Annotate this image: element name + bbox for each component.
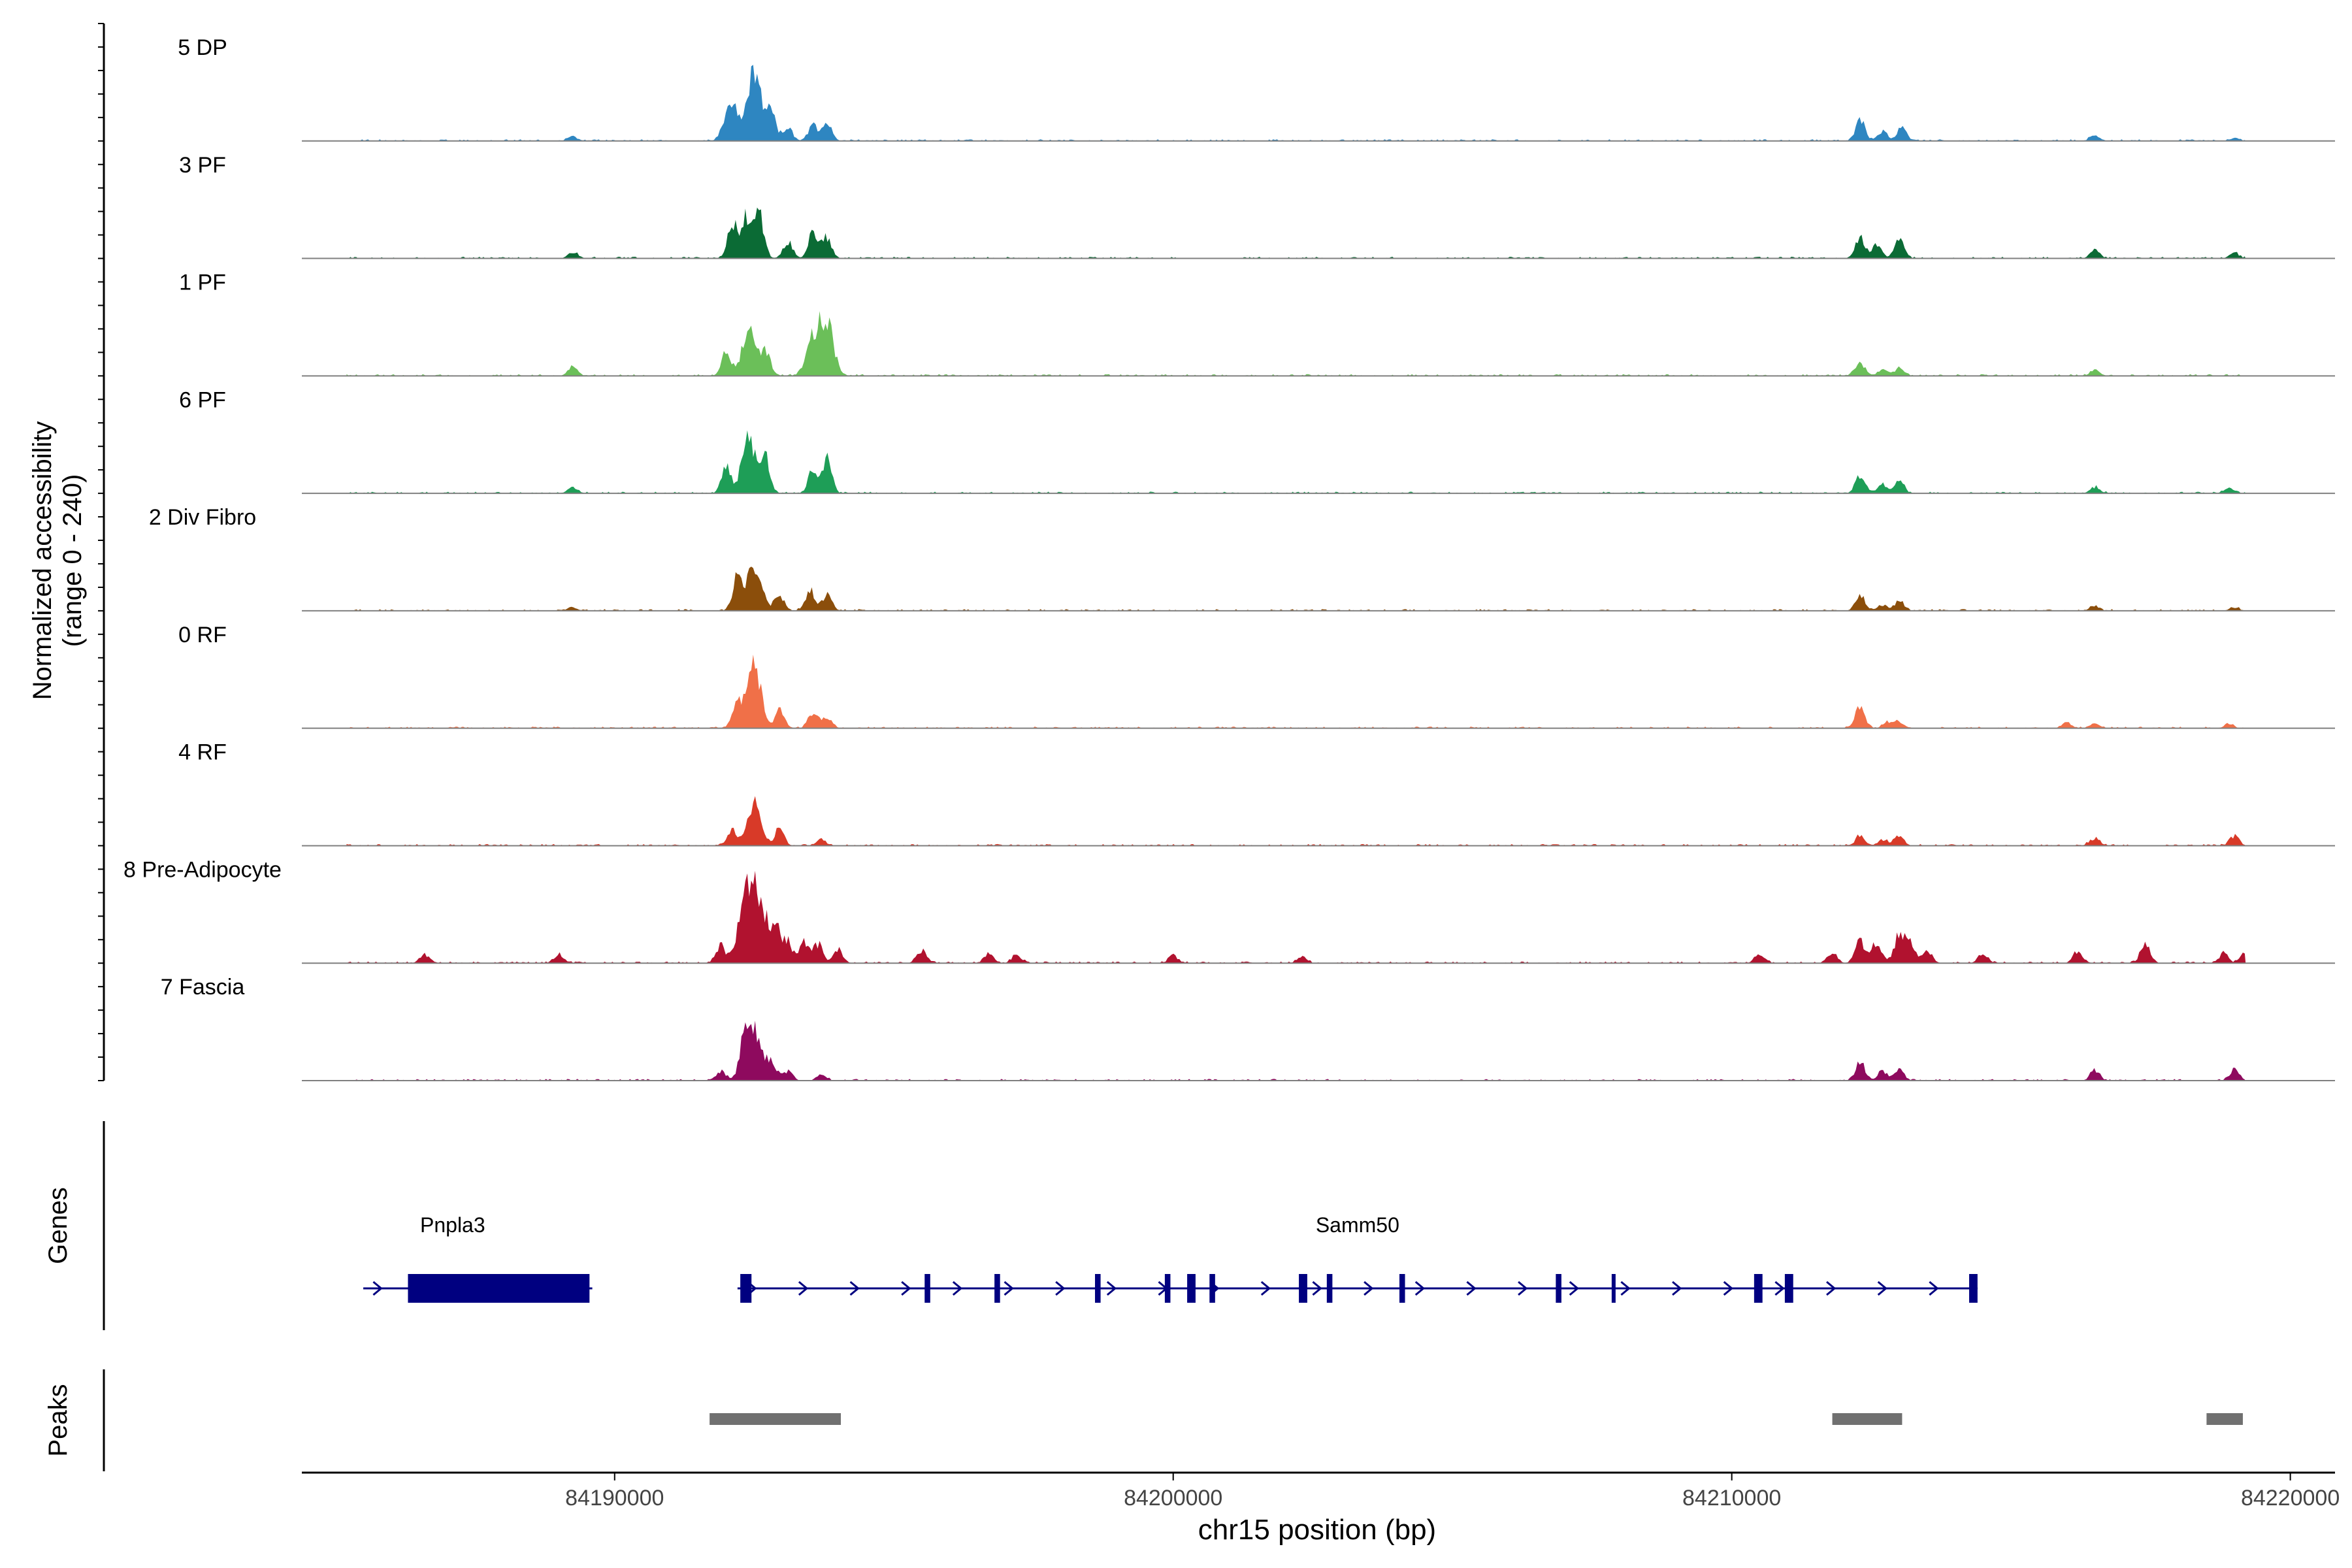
gene-exon — [1187, 1274, 1196, 1303]
gene-exon — [1299, 1274, 1307, 1303]
track-0-rf: 0 RF — [178, 623, 2335, 729]
coverage-area — [346, 655, 2246, 728]
track-label: 6 PF — [179, 387, 226, 412]
track-label: 0 RF — [178, 623, 227, 647]
x-axis: 84190000 84200000 84210000 84220000 chr15 p… — [302, 1471, 2340, 1546]
gene-strand-arrow — [798, 1281, 809, 1296]
gene-exon — [1556, 1274, 1561, 1303]
gene-strand-arrow — [1518, 1281, 1528, 1296]
track-6-pf: 6 PF — [179, 387, 2335, 495]
peak-regions — [710, 1413, 2243, 1425]
coverage-area — [346, 311, 2246, 376]
gene-exon — [1754, 1274, 1763, 1303]
track-label: 4 RF — [178, 740, 227, 765]
gene-exon — [740, 1274, 752, 1303]
coverage-y-axis — [98, 23, 105, 1081]
gene-strand-arrow — [1055, 1281, 1066, 1296]
coverage-y-axis-label: Normalized accessibility (range 0 - 240) — [28, 421, 87, 700]
gene-strand-arrow — [1620, 1281, 1631, 1296]
x-axis-tick-label: 84200000 — [1124, 1486, 1222, 1511]
genes-panel-label: Genes — [44, 1187, 73, 1264]
gene-exon — [1784, 1274, 1793, 1303]
gene-exon — [1611, 1274, 1616, 1303]
track-label: 5 DP — [178, 35, 227, 60]
gene-exon — [408, 1274, 590, 1303]
gene-samm50: Samm50 — [737, 1213, 1978, 1303]
x-axis-tick-label: 84220000 — [2241, 1486, 2340, 1511]
track-5-dp: 5 DP — [178, 35, 2335, 142]
gene-strand-arrow — [1774, 1281, 1785, 1296]
gene-exon — [1969, 1274, 1978, 1303]
track-4-rf: 4 RF — [178, 740, 2335, 847]
genes-panel: Genes Pnpla3 Samm50 — [44, 1121, 1978, 1330]
coverage-ylabel-line1: Normalized accessibility — [28, 421, 57, 700]
gene-strand-arrow — [1672, 1281, 1682, 1296]
gene-strand-arrow — [1004, 1281, 1014, 1296]
gene-pnpla3: Pnpla3 — [363, 1213, 593, 1303]
gene-exon — [924, 1274, 930, 1303]
gene-strand-arrow — [849, 1281, 860, 1296]
gene-strand-arrow — [1877, 1281, 1887, 1296]
gene-exon — [1326, 1274, 1333, 1303]
gene-strand-arrow — [1929, 1281, 1939, 1296]
track-1-pf: 1 PF — [179, 270, 2335, 377]
peak-region — [710, 1413, 841, 1425]
track-8-pre-adipocyte: 8 Pre-Adipocyte — [123, 857, 2335, 964]
gene-strand-arrow — [1364, 1281, 1374, 1296]
coverage-area — [346, 65, 2246, 141]
gene-exon — [994, 1274, 1000, 1303]
gene-strand-arrow — [952, 1281, 963, 1296]
gene-exon — [1209, 1274, 1215, 1303]
peak-region — [1832, 1413, 1903, 1425]
coverage-area — [346, 430, 2246, 494]
gene-strand-arrow — [1312, 1281, 1322, 1296]
gene-exon — [1164, 1274, 1171, 1303]
track-label: 2 Div Fibro — [149, 505, 256, 530]
peak-region — [2206, 1413, 2243, 1425]
gene-strand-arrow — [1260, 1281, 1271, 1296]
gene-name-label: Pnpla3 — [420, 1213, 485, 1237]
gene-strand-arrow — [1569, 1281, 1580, 1296]
track-label: 1 PF — [179, 270, 226, 295]
coverage-area — [346, 207, 2246, 259]
gene-strand-arrow — [1826, 1281, 1837, 1296]
gene-models: Pnpla3 Samm50 — [363, 1213, 1978, 1303]
gene-exon — [1095, 1274, 1101, 1303]
track-7-fascia: 7 Fascia — [161, 975, 2335, 1081]
coverage-area — [346, 566, 2246, 611]
peaks-panel-label: Peaks — [44, 1384, 73, 1456]
track-label: 8 Pre-Adipocyte — [123, 857, 282, 882]
track-3-pf: 3 PF — [179, 153, 2335, 259]
gene-strand-arrow — [1466, 1281, 1477, 1296]
x-axis-ticks: 84190000 84200000 84210000 84220000 — [565, 1473, 2340, 1511]
coverage-ylabel-line2: (range 0 - 240) — [58, 474, 87, 647]
x-axis-tick-label: 84210000 — [1682, 1486, 1781, 1511]
gene-strand-arrow — [1106, 1281, 1117, 1296]
gene-exon — [1399, 1274, 1405, 1303]
x-axis-title: chr15 position (bp) — [1198, 1514, 1436, 1546]
coverage-tracks: 5 DP 3 PF 1 PF 6 PF 2 Div Fibro 0 RF 4 RF 8 Pre… — [123, 35, 2335, 1081]
gene-strand-arrow — [901, 1281, 911, 1296]
coverage-area — [346, 870, 2246, 964]
gene-name-label: Samm50 — [1316, 1213, 1399, 1237]
peaks-panel: Peaks — [44, 1369, 2243, 1471]
gene-strand-arrow — [372, 1281, 383, 1296]
track-label: 7 Fascia — [161, 975, 245, 1000]
gene-strand-arrow — [1723, 1281, 1734, 1296]
track-label: 3 PF — [179, 153, 226, 178]
track-2-div-fibro: 2 Div Fibro — [149, 505, 2335, 612]
gene-strand-arrow — [1414, 1281, 1426, 1296]
coverage-area — [346, 1021, 2246, 1081]
coverage-area — [346, 796, 2246, 846]
x-axis-tick-label: 84190000 — [565, 1486, 664, 1511]
